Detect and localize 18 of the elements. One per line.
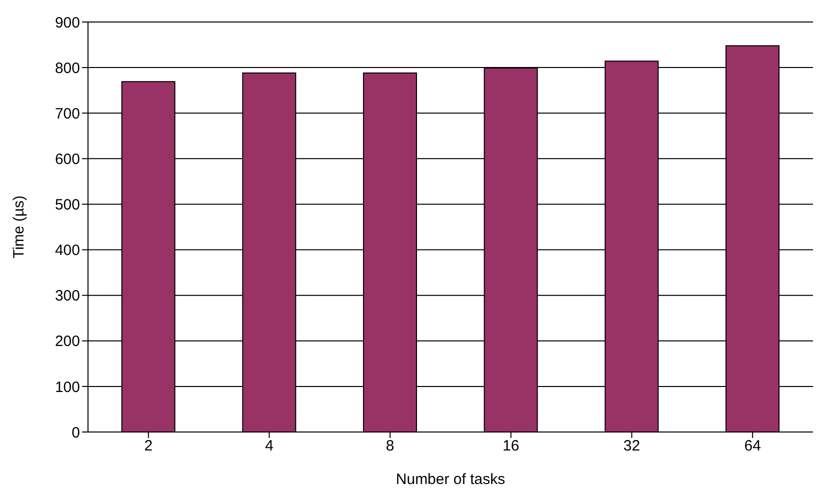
y-tick-label: 300 [54,288,80,305]
y-tick-label: 900 [54,14,80,32]
x-tick-label: 8 [386,438,394,455]
y-tick-label: 200 [54,333,80,350]
y-tick-label: 400 [54,242,80,260]
y-axis-title: Time (µs) [10,195,28,259]
x-tick-label: 2 [144,438,153,455]
x-tick-label: 32 [623,438,640,455]
y-tick-label: 800 [54,60,80,77]
y-tick-label: 100 [54,378,80,396]
y-tick-label: 500 [54,196,80,214]
y-tick-label: 0 [72,424,80,442]
x-tick-label: 64 [744,438,761,455]
y-tick-label: 600 [54,150,80,168]
x-axis-title: Number of tasks [396,471,506,488]
y-tick-label: 700 [54,105,80,122]
x-tick-label: 16 [502,438,520,455]
x-tick-label: 4 [265,438,274,455]
